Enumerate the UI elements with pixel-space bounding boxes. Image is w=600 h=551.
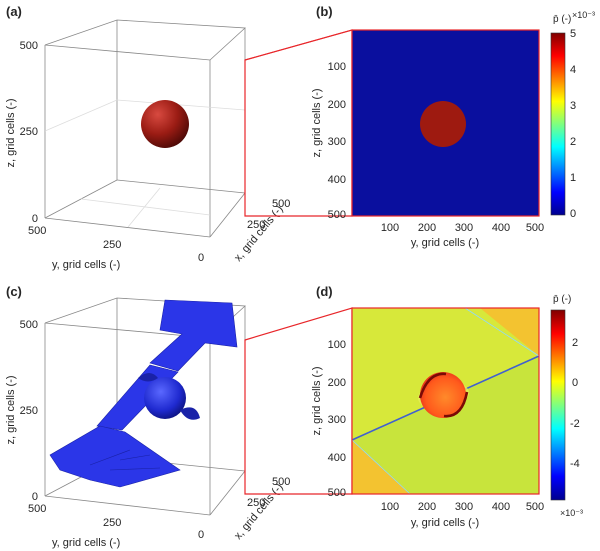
sphere-cross-section	[420, 101, 466, 147]
panel-c-x-label: x, grid cells (-)	[232, 481, 286, 542]
panel-c-z-tick: 250	[20, 405, 38, 417]
panel-c-z-label: z, grid cells (-)	[5, 375, 17, 444]
panel-a-box	[44, 19, 246, 238]
panel-d-y-tick: 300	[328, 414, 346, 426]
sphere-isosurface	[144, 377, 186, 419]
colorbar-tick: 4	[570, 64, 576, 76]
panel-c-label: (c)	[6, 284, 22, 299]
panel-b-x-tick: 100	[381, 222, 399, 234]
colorbar-multiplier: ×10⁻³	[572, 10, 595, 20]
panel-a-y-tick: 500	[28, 225, 46, 237]
panel-d-x-tick: 100	[381, 501, 399, 513]
panel-b: (b) 100 200 300 400 500 z, grid cells (-…	[311, 4, 595, 249]
panel-a: (a) 0 250 500 z, grid cells (-) 500 250 …	[5, 4, 290, 271]
panel-c-y-tick: 500	[28, 503, 46, 515]
colorbar-tick: 2	[572, 337, 578, 349]
panel-d-x-tick: 200	[418, 501, 436, 513]
panel-a-z-tick: 250	[20, 126, 38, 138]
colorbar	[550, 32, 566, 216]
panel-d-label: (d)	[316, 284, 333, 299]
panel-b-y-tick: 400	[328, 174, 346, 186]
panel-d-y-tick: 400	[328, 452, 346, 464]
field-map	[351, 307, 540, 495]
panel-a-z-label: z, grid cells (-)	[5, 98, 17, 167]
panel-a-x-tick: 250	[247, 219, 265, 231]
panel-d-y-tick: 200	[328, 377, 346, 389]
panel-a-label: (a)	[6, 4, 22, 19]
panel-a-y-label: y, grid cells (-)	[52, 259, 120, 271]
panel-b-y-label: z, grid cells (-)	[311, 88, 323, 157]
panel-a-x-tick: 500	[272, 198, 290, 210]
panel-a-y-tick: 250	[103, 239, 121, 251]
colorbar-tick: 5	[570, 28, 576, 40]
panel-b-y-tick: 200	[328, 99, 346, 111]
panel-d-x-tick: 300	[455, 501, 473, 513]
panel-d-x-label: y, grid cells (-)	[411, 517, 479, 529]
colorbar-tick: 0	[572, 377, 578, 389]
panel-c-x-tick: 500	[272, 476, 290, 488]
panel-b-y-tick: 100	[328, 61, 346, 73]
panel-c-y-tick: 0	[198, 529, 204, 541]
zoom-lines-ab	[244, 29, 353, 217]
colorbar-title: p̄ (-)	[553, 294, 571, 305]
panel-c-x-tick: 250	[247, 497, 265, 509]
panel-b-y-tick: 500	[328, 209, 346, 221]
panel-b-label: (b)	[316, 4, 333, 19]
lobe-isosurface	[180, 407, 200, 420]
isosurface-planes	[49, 299, 238, 488]
panel-b-x-tick: 200	[418, 222, 436, 234]
sphere-isosurface	[141, 100, 189, 148]
panel-a-z-tick: 500	[20, 40, 38, 52]
panel-c-y-tick: 250	[103, 517, 121, 529]
panel-c-z-tick: 500	[20, 319, 38, 331]
panel-d-x-tick: 400	[492, 501, 510, 513]
colorbar-tick: 2	[570, 136, 576, 148]
panel-d-y-tick: 100	[328, 339, 346, 351]
colorbar-tick: 3	[570, 100, 576, 112]
panel-c-y-label: y, grid cells (-)	[52, 537, 120, 549]
panel-b-x-tick: 400	[492, 222, 510, 234]
colorbar-title: p̄ (-)	[553, 14, 571, 25]
panel-a-x-label: x, grid cells (-)	[232, 203, 286, 264]
colorbar-tick: -2	[570, 418, 580, 430]
panel-a-z-tick: 0	[32, 213, 38, 225]
colorbar-multiplier: ×10⁻³	[560, 508, 583, 518]
zoom-lines-cd	[244, 307, 353, 495]
panel-b-x-tick: 300	[455, 222, 473, 234]
panel-c: (c) 0 250 500 z, grid cells (-) 500 250 …	[5, 284, 290, 549]
panel-a-y-tick: 0	[198, 252, 204, 264]
colorbar-tick: -4	[570, 458, 580, 470]
panel-d-x-tick: 500	[526, 501, 544, 513]
panel-d-y-label: z, grid cells (-)	[311, 366, 323, 435]
colorbar	[550, 309, 566, 501]
panel-c-z-tick: 0	[32, 491, 38, 503]
colorbar-tick: 0	[570, 208, 576, 220]
panel-b-x-tick: 500	[526, 222, 544, 234]
panel-b-x-label: y, grid cells (-)	[411, 237, 479, 249]
lobe-isosurface	[138, 373, 158, 382]
panel-d-y-tick: 500	[328, 487, 346, 499]
panel-b-y-tick: 300	[328, 136, 346, 148]
colorbar-tick: 1	[570, 172, 576, 184]
panel-d: (d) 100 200 300 400 500 z, grid cells (-…	[311, 284, 583, 529]
